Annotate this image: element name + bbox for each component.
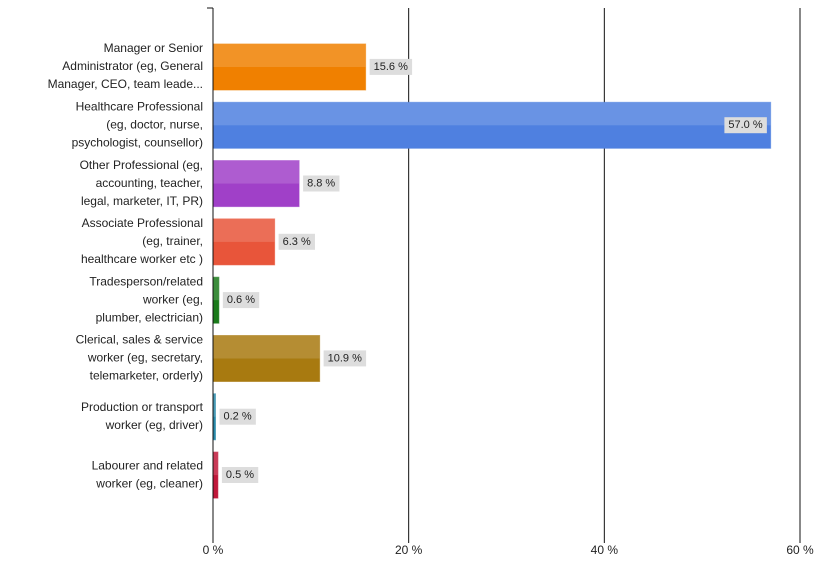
y-tick-label: Healthcare Professional <box>76 99 203 113</box>
value-label: 10.9 % <box>328 352 362 364</box>
bar <box>212 335 321 382</box>
bar-shine <box>213 218 275 242</box>
bar-shine <box>213 160 300 184</box>
y-tick-label: telemarketer, orderly) <box>90 369 203 383</box>
value-label-bg <box>219 408 256 425</box>
y-tick-label: Labourer and related <box>92 458 203 472</box>
y-tick-label: worker (eg, driver) <box>105 418 203 432</box>
value-label-bg <box>221 467 259 484</box>
bar-shine <box>213 277 219 301</box>
value-label: 0.2 % <box>224 411 252 423</box>
value-label-bg <box>323 350 367 367</box>
y-tick-label: worker (eg, cleaner) <box>95 476 203 490</box>
value-label-bg <box>724 117 767 134</box>
bar-shine <box>213 452 218 476</box>
bar <box>212 160 300 208</box>
y-tick-label: Manager, CEO, team leade... <box>48 77 203 91</box>
x-tick-label: 0 % <box>203 543 224 557</box>
value-label-bg <box>369 58 413 75</box>
value-label-bg <box>222 292 260 309</box>
value-label: 15.6 % <box>374 61 408 73</box>
y-tick-label: Tradesperson/related <box>89 274 203 288</box>
y-tick-label: Production or transport <box>81 400 204 414</box>
y-tick-label: healthcare worker etc ) <box>81 252 203 266</box>
x-tick-label: 20 % <box>395 543 423 557</box>
value-label-bg <box>278 233 315 250</box>
x-tick-label: 60 % <box>786 543 814 557</box>
y-tick-label: Other Professional (eg, <box>80 158 203 172</box>
y-tick-label: Associate Professional <box>82 216 203 230</box>
value-label: 8.8 % <box>307 178 335 190</box>
y-tick-label: legal, marketer, IT, PR) <box>81 194 203 208</box>
bar-shine <box>213 335 320 359</box>
y-tick-label: Manager or Senior <box>104 41 203 55</box>
y-tick-label: psychologist, counsellor) <box>72 135 203 149</box>
y-tick-label: worker (eg, secretary, <box>87 351 203 365</box>
value-label-bg <box>303 175 340 192</box>
y-tick-label: Clerical, sales & service <box>76 333 204 347</box>
bar <box>212 43 367 91</box>
y-tick-label: worker (eg, <box>142 292 203 306</box>
bar-shine <box>213 393 216 417</box>
value-label: 57.0 % <box>728 119 762 131</box>
bar-shine <box>213 44 366 67</box>
value-label: 6.3 % <box>283 236 311 248</box>
value-label: 0.6 % <box>227 294 255 306</box>
value-label: 0.5 % <box>226 469 254 481</box>
y-tick-label: Administrator (eg, General <box>62 59 203 73</box>
y-tick-label: accounting, teacher, <box>96 176 203 190</box>
y-tick-label: (eg, doctor, nurse, <box>106 117 203 131</box>
y-tick-label: (eg, trainer, <box>142 234 203 248</box>
y-tick-label: plumber, electrician) <box>96 310 203 324</box>
bar-shine <box>213 102 771 126</box>
x-tick-label: 40 % <box>591 543 619 557</box>
